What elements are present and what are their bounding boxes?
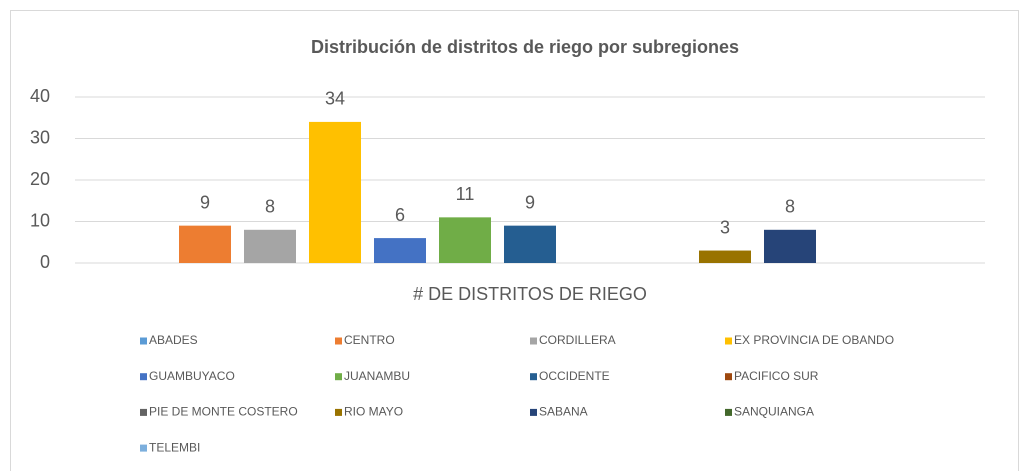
data-label: 9	[200, 192, 210, 212]
x-tick-label: # DE DISTRITOS DE RIEGO	[413, 284, 647, 304]
legend-swatch	[530, 408, 537, 416]
legend-swatch	[725, 337, 732, 345]
legend-swatch	[335, 337, 342, 345]
bar	[504, 225, 556, 263]
legend-label: PACIFICO SUR	[734, 369, 819, 383]
legend-label: RIO MAYO	[344, 405, 403, 419]
bar	[244, 229, 296, 263]
legend-label: EX PROVINCIA DE OBANDO	[734, 333, 894, 347]
legend-swatch	[140, 408, 147, 416]
chart-title: Distribución de distritos de riego por s…	[311, 37, 739, 57]
data-label: 6	[395, 205, 405, 225]
legend-label: CENTRO	[344, 333, 395, 347]
bar	[309, 121, 361, 264]
legend-swatch	[140, 337, 147, 345]
legend-swatch	[335, 373, 342, 381]
legend-swatch	[335, 408, 342, 416]
bar	[699, 250, 751, 263]
bar	[374, 238, 426, 263]
bar	[764, 229, 816, 263]
legend-swatch	[530, 337, 537, 345]
y-tick-label: 40	[30, 86, 50, 106]
bar	[179, 225, 231, 263]
legend-label: OCCIDENTE	[539, 369, 610, 383]
legend-label: CORDILLERA	[539, 333, 616, 347]
data-label: 3	[720, 217, 730, 237]
legend-label: SABANA	[539, 405, 588, 419]
legend-label: ABADES	[149, 333, 198, 347]
legend-label: JUANAMBU	[344, 369, 410, 383]
data-label: 9	[525, 192, 535, 212]
legend-label: TELEMBI	[149, 440, 200, 454]
data-label: 8	[265, 197, 275, 217]
legend-label: GUAMBUYACO	[149, 369, 235, 383]
data-label: 8	[785, 197, 795, 217]
legend-label: SANQUIANGA	[734, 405, 814, 419]
data-label: 34	[325, 89, 345, 109]
data-label: 11	[456, 184, 475, 204]
legend-swatch	[140, 444, 147, 452]
legend-swatch	[725, 373, 732, 381]
bar	[439, 217, 491, 263]
y-tick-label: 0	[40, 252, 50, 272]
y-tick-label: 20	[30, 169, 50, 189]
legend-label: PIE DE MONTE COSTERO	[149, 405, 298, 419]
legend-swatch	[140, 373, 147, 381]
y-tick-label: 10	[30, 210, 50, 230]
y-tick-label: 30	[30, 127, 50, 147]
legend-swatch	[530, 373, 537, 381]
legend-swatch	[725, 408, 732, 416]
